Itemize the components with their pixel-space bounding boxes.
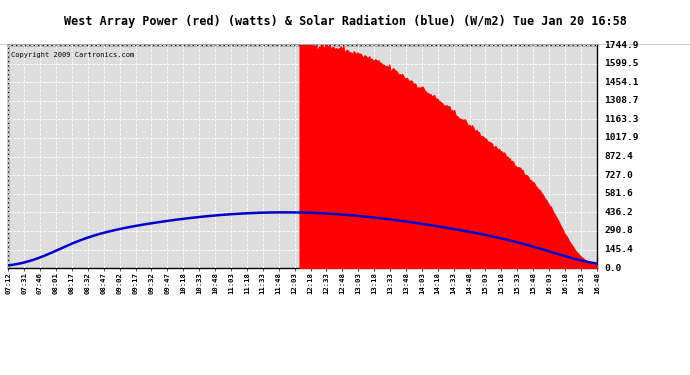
Text: 581.6: 581.6 bbox=[604, 189, 633, 198]
Text: 290.8: 290.8 bbox=[604, 226, 633, 236]
Text: 727.0: 727.0 bbox=[604, 171, 633, 180]
Text: 1599.5: 1599.5 bbox=[604, 59, 639, 68]
Text: 1163.3: 1163.3 bbox=[604, 115, 639, 124]
Text: 1308.7: 1308.7 bbox=[604, 96, 639, 105]
Text: 436.2: 436.2 bbox=[604, 208, 633, 217]
Text: 872.4: 872.4 bbox=[604, 152, 633, 161]
Text: 1017.9: 1017.9 bbox=[604, 134, 639, 142]
Text: 1454.1: 1454.1 bbox=[604, 78, 639, 87]
Text: 145.4: 145.4 bbox=[604, 245, 633, 254]
Text: 1744.9: 1744.9 bbox=[604, 40, 639, 50]
Text: Copyright 2009 Cartronics.com: Copyright 2009 Cartronics.com bbox=[11, 52, 135, 58]
Text: 0.0: 0.0 bbox=[604, 264, 622, 273]
Text: West Array Power (red) (watts) & Solar Radiation (blue) (W/m2) Tue Jan 20 16:58: West Array Power (red) (watts) & Solar R… bbox=[63, 15, 627, 28]
